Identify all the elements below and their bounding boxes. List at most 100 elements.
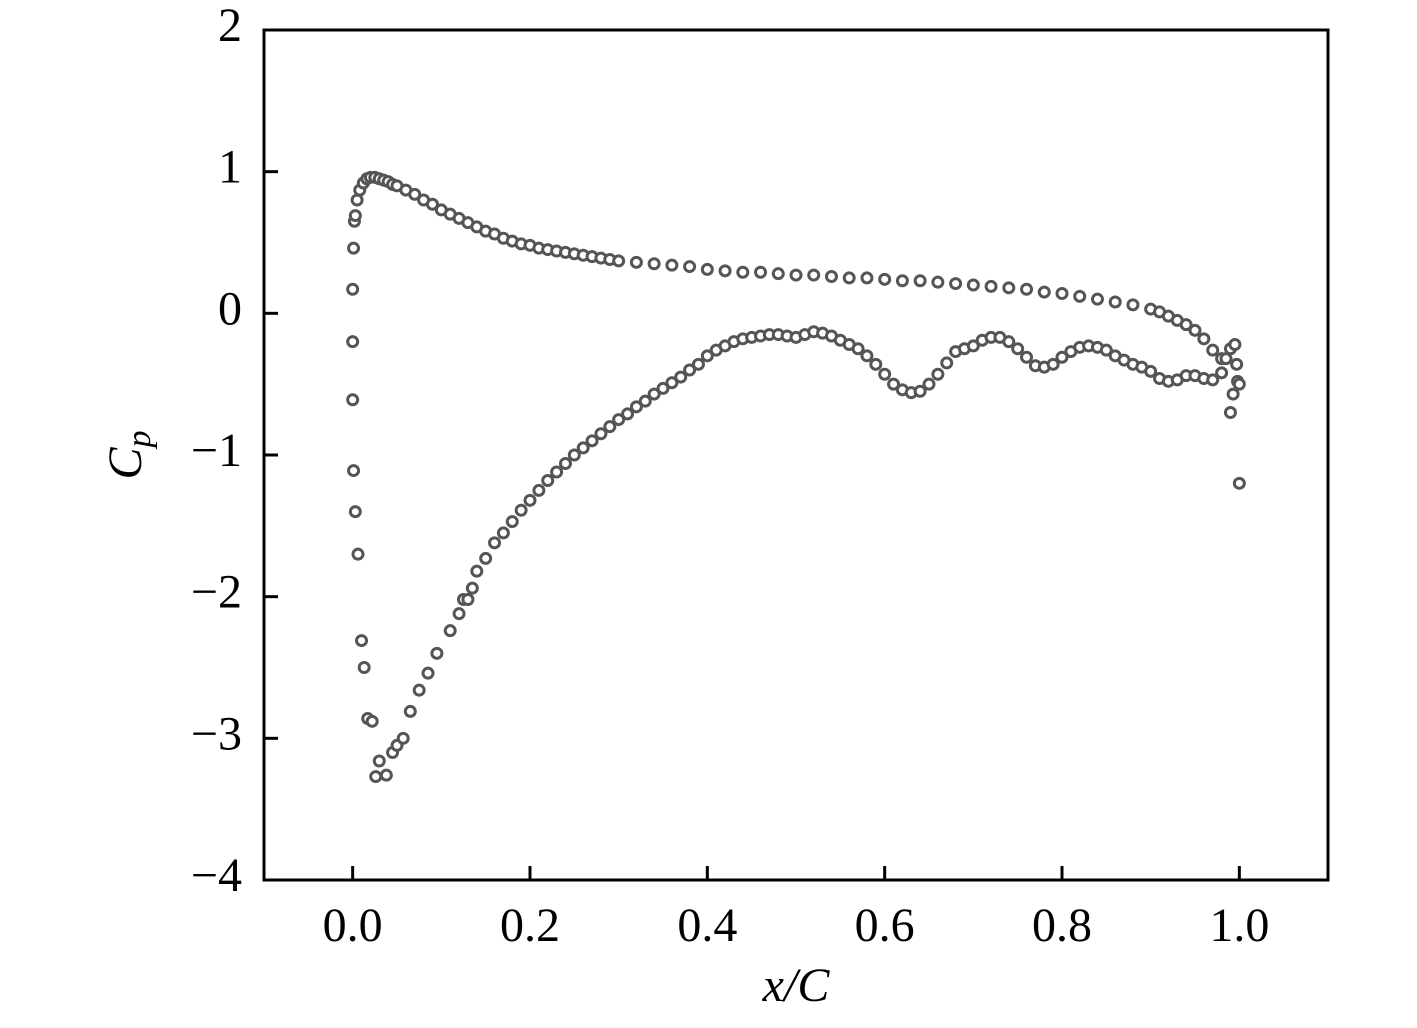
data-point: [851, 342, 865, 356]
data-point: [430, 646, 444, 660]
data-point: [514, 503, 528, 517]
data-point: [860, 349, 874, 363]
data-point: [674, 370, 688, 384]
data-point: [461, 593, 475, 606]
data-point: [412, 683, 426, 697]
x-tick-label: 0.4: [677, 899, 737, 952]
data-point: [1037, 285, 1051, 299]
data-point: [421, 666, 435, 680]
data-point: [612, 254, 626, 268]
data-point: [470, 564, 484, 578]
y-tick-label: −4: [191, 849, 242, 902]
data-point: [647, 387, 661, 401]
data-point: [452, 607, 466, 621]
data-point: [824, 270, 838, 283]
x-tick-label: 0.2: [500, 899, 560, 952]
data-point: [1226, 387, 1240, 401]
data-point: [348, 505, 362, 519]
data-point: [379, 768, 393, 782]
data-point: [465, 581, 479, 595]
data-point: [348, 209, 362, 223]
data-point: [878, 272, 892, 286]
data-point: [403, 704, 417, 718]
data-point: [887, 377, 901, 391]
data-point: [966, 278, 980, 292]
data-point: [966, 339, 980, 353]
data-point: [355, 634, 369, 648]
data-point: [558, 457, 572, 470]
data-point: [1002, 335, 1016, 349]
data-point: [541, 474, 555, 487]
x-tick-label: 1.0: [1209, 899, 1269, 952]
data-point: [1206, 373, 1220, 387]
data-point: [365, 714, 379, 728]
data-point: [860, 271, 874, 285]
data-point: [647, 257, 661, 271]
data-point: [807, 268, 821, 282]
data-point: [1188, 323, 1202, 337]
data-point: [1126, 298, 1140, 312]
data-point: [789, 268, 803, 282]
data-point: [1073, 289, 1087, 303]
data-point: [754, 265, 768, 279]
data-point: [665, 376, 679, 390]
data-point: [1090, 292, 1104, 306]
y-tick-label: −1: [191, 424, 242, 477]
data-point: [1108, 295, 1122, 309]
data-point: [346, 393, 360, 407]
data-point: [629, 400, 643, 414]
y-axis-label: Cp: [99, 430, 158, 479]
data-point: [771, 267, 785, 281]
plot-frame: [262, 28, 1330, 882]
data-point: [940, 356, 954, 370]
data-point: [1219, 352, 1233, 366]
data-point: [1055, 350, 1069, 364]
y-tick-label: 1: [218, 141, 242, 194]
data-point: [505, 515, 519, 529]
x-axis-label: x/C: [762, 959, 831, 1012]
data-point: [1223, 406, 1237, 419]
data-point: [408, 187, 422, 201]
x-tick-label: 0.6: [855, 899, 915, 952]
data-point: [1206, 343, 1220, 357]
data-point: [869, 357, 883, 371]
data-point: [1011, 342, 1025, 356]
data-point: [842, 271, 856, 285]
data-point: [1144, 364, 1158, 378]
data-point: [878, 367, 892, 381]
data-point: [1179, 318, 1193, 332]
data-point: [1197, 332, 1211, 346]
data-point: [638, 394, 652, 408]
data-point: [443, 624, 457, 638]
data-point: [700, 349, 714, 363]
x-tick-label: 0.0: [323, 899, 383, 952]
data-point: [1232, 476, 1246, 490]
data-point: [346, 282, 360, 296]
data-point: [1020, 350, 1034, 364]
data-point: [683, 363, 697, 377]
y-tick-label: 2: [218, 0, 242, 52]
data-point: [683, 260, 697, 274]
data-point: [1055, 287, 1069, 300]
y-tick-label: −2: [191, 566, 242, 619]
data-point: [718, 264, 732, 278]
data-point: [629, 255, 643, 269]
y-tick-label: 0: [218, 282, 242, 335]
data-point: [479, 551, 493, 565]
data-point: [585, 434, 599, 448]
data-point: [895, 274, 909, 288]
data-point: [1228, 338, 1242, 351]
data-point: [576, 441, 590, 455]
data-point: [621, 407, 635, 421]
data-point: [612, 413, 626, 427]
data-point: [1099, 343, 1113, 357]
data-point: [931, 275, 945, 289]
data-point: [347, 241, 361, 255]
data-point: [1215, 366, 1229, 380]
data-point: [369, 770, 383, 784]
data-point: [594, 427, 608, 441]
data-point: [1230, 357, 1244, 371]
data-point: [523, 493, 537, 507]
y-axis-label-subscript: p: [121, 430, 158, 449]
